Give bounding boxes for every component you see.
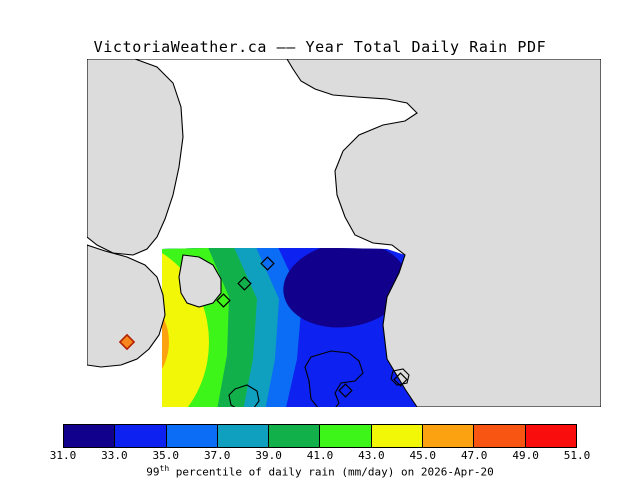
- station-marker-inlet[interactable]: [216, 293, 231, 308]
- colorbar-swatch-31-33[interactable]: [64, 425, 116, 447]
- colorbar-tick-35.0: 35.0: [152, 449, 180, 462]
- colorbar-swatch-39-41[interactable]: [269, 425, 321, 447]
- station-marker-south-basin[interactable]: [338, 383, 353, 398]
- station-marker-strait-north[interactable]: [237, 276, 252, 291]
- island-east-small: [390, 368, 410, 386]
- landmass-east: [87, 59, 601, 407]
- colorbar-swatch-45-47[interactable]: [423, 425, 475, 447]
- colorbar-tick-31.0: 31.0: [49, 449, 77, 462]
- colorbar-tick-51.0: 51.0: [563, 449, 591, 462]
- colorbar-caption: 99th percentile of daily rain (mm/day) o…: [0, 464, 640, 479]
- caption-rest: percentile of daily rain (mm/day) on 202…: [169, 465, 494, 479]
- island-south-large: [304, 350, 364, 407]
- rainfall-contour-map[interactable]: [87, 59, 601, 407]
- colorbar-tick-49.0: 49.0: [512, 449, 539, 462]
- colorbar-swatch-43-45[interactable]: [371, 425, 424, 447]
- colorbar[interactable]: [63, 424, 577, 448]
- contour-band-31-33-minimum: [283, 248, 407, 328]
- page-title: VictoriaWeather.ca —— Year Total Daily R…: [93, 38, 547, 56]
- station-marker-strait-upper[interactable]: [260, 256, 275, 271]
- colorbar-swatch-49-51[interactable]: [525, 425, 576, 447]
- peninsula-inlet: [178, 254, 222, 308]
- island-south-small: [228, 384, 260, 407]
- colorbar-tick-labels: 31.0 33.0 35.0 37.0 39.0 41.0 43.0 45.0 47.0 49.0…: [0, 449, 640, 463]
- colorbar-swatch-35-37[interactable]: [166, 425, 218, 447]
- colorbar-tick-45.0: 45.0: [409, 449, 437, 462]
- colorbar-region: 31.0 33.0 35.0 37.0 39.0 41.0 43.0 45.0 47.0 49.0…: [0, 424, 640, 480]
- caption-percentile-number: 99: [146, 465, 160, 479]
- colorbar-tick-41.0: 41.0: [306, 449, 334, 462]
- colorbar-tick-39.0: 39.0: [255, 449, 282, 462]
- colorbar-tick-33.0: 33.0: [101, 449, 128, 462]
- colorbar-swatch-41-43[interactable]: [320, 425, 372, 447]
- station-marker-east-island[interactable]: [393, 372, 408, 387]
- landmass-northwest: [87, 59, 184, 256]
- map-panel[interactable]: [87, 59, 601, 407]
- station-marker-hotspot[interactable]: [118, 333, 136, 351]
- colorbar-tick-43.0: 43.0: [358, 449, 385, 462]
- colorbar-swatch-37-39[interactable]: [217, 425, 270, 447]
- caption-percentile-suffix: th: [159, 464, 170, 473]
- landmass-west-lower: [87, 244, 166, 368]
- contour-band-43-45: [162, 248, 209, 407]
- colorbar-swatch-33-35[interactable]: [115, 425, 167, 447]
- colorbar-tick-47.0: 47.0: [460, 449, 488, 462]
- colorbar-tick-37.0: 37.0: [203, 449, 231, 462]
- station-markers[interactable]: [118, 256, 408, 398]
- colorbar-swatch-47-49[interactable]: [474, 425, 526, 447]
